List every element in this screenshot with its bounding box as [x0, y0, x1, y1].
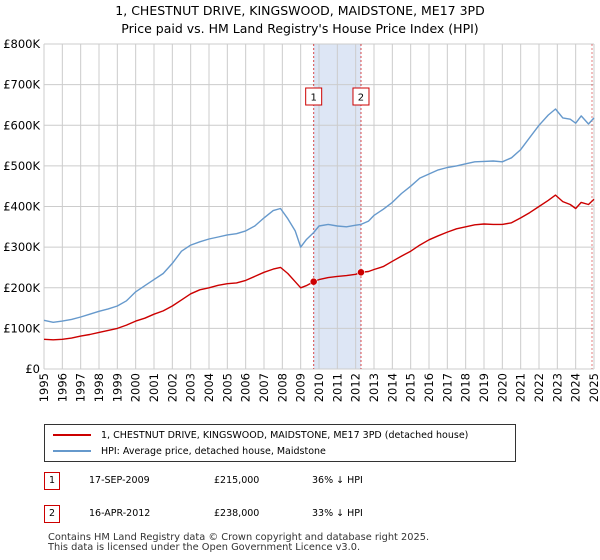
transaction-label-text: 2: [358, 93, 364, 104]
x-tick-label: 2013: [367, 373, 381, 402]
x-tick-label: 2000: [129, 373, 143, 402]
legend-swatch-red: [53, 434, 91, 436]
legend-label-property: 1, CHESTNUT DRIVE, KINGSWOOD, MAIDSTONE,…: [101, 429, 469, 441]
y-tick-label: £700K: [3, 78, 40, 92]
series-line-property: [43, 194, 595, 341]
transaction-id-badge: 2: [44, 505, 60, 523]
x-tick-label: 2019: [477, 373, 491, 402]
x-tick-label: 2015: [404, 373, 418, 402]
footer-copyright: Contains HM Land Registry data © Crown c…: [48, 532, 430, 543]
legend-label-hpi: HPI: Average price, detached house, Maid…: [101, 445, 326, 457]
x-tick-label: 2002: [165, 373, 179, 402]
transaction-hpi-diff: 36% ↓ HPI: [312, 475, 363, 486]
y-tick-label: £300K: [3, 240, 40, 254]
transaction-price: £238,000: [214, 508, 260, 519]
x-tick-label: 2009: [294, 373, 308, 402]
series-line-hpi: [43, 108, 595, 323]
transaction-markers: [309, 268, 365, 286]
chart-title-line2: Price paid vs. HM Land Registry's House …: [121, 21, 479, 36]
x-tick-label: 2012: [349, 373, 363, 402]
x-tick-label: 1995: [37, 373, 51, 402]
x-tick-label: 2007: [257, 373, 271, 402]
chart-title-line1: 1, CHESTNUT DRIVE, KINGSWOOD, MAIDSTONE,…: [115, 3, 485, 18]
legend-item-property: 1, CHESTNUT DRIVE, KINGSWOOD, MAIDSTONE,…: [53, 428, 468, 442]
x-tick-label: 2020: [495, 373, 509, 402]
x-tick-label: 2018: [459, 373, 473, 402]
x-tick-label: 2024: [569, 373, 583, 402]
x-tick-label: 2001: [147, 373, 161, 402]
y-tick-label: £600K: [3, 118, 40, 132]
y-tick-label: £800K: [3, 37, 40, 51]
table-row: 1 17-SEP-2009 £215,000 36% ↓ HPI: [44, 472, 544, 492]
table-row: 2 16-APR-2012 £238,000 33% ↓ HPI: [44, 505, 544, 525]
x-tick-label: 1999: [110, 373, 124, 402]
x-tick-label: 2022: [532, 373, 546, 402]
x-tick-label: 2006: [239, 373, 253, 402]
x-tick-label: 2005: [220, 373, 234, 402]
x-tick-label: 2011: [330, 373, 344, 402]
x-tick-label: 2023: [550, 373, 564, 402]
x-tick-label: 1998: [92, 373, 106, 402]
transaction-label-box: [352, 87, 370, 106]
transaction-label-box: [305, 87, 323, 106]
x-tick-label: 2010: [312, 373, 326, 402]
footer-licence: This data is licensed under the Open Gov…: [48, 542, 361, 553]
transaction-date: 17-SEP-2009: [89, 475, 150, 486]
transaction-date: 16-APR-2012: [89, 508, 151, 519]
x-tick-label: 2016: [422, 373, 436, 402]
legend-swatch-blue: [53, 450, 91, 452]
transaction-point: [357, 268, 365, 277]
y-axis-ticks: £0 £100K £200K £300K £400K £500K £600K £700K £80…: [3, 37, 40, 376]
x-tick-label: 2003: [184, 373, 198, 402]
x-tick-label: 2008: [275, 373, 289, 402]
transaction-hpi-diff: 33% ↓ HPI: [312, 508, 363, 519]
y-tick-label: £100K: [3, 321, 40, 335]
transaction-id-badge: 1: [44, 472, 60, 490]
gridlines: [43, 43, 595, 370]
x-tick-label: 2014: [385, 373, 399, 402]
legend: 1, CHESTNUT DRIVE, KINGSWOOD, MAIDSTONE,…: [44, 424, 516, 462]
transaction-label-text: 1: [310, 93, 316, 104]
transaction-point: [309, 277, 318, 286]
legend-item-hpi: HPI: Average price, detached house, Maid…: [53, 444, 326, 458]
y-tick-label: £400K: [3, 200, 40, 214]
chart-title: 1, CHESTNUT DRIVE, KINGSWOOD, MAIDSTONE,…: [0, 2, 600, 38]
transaction-price: £215,000: [214, 475, 260, 486]
x-tick-label: 1997: [74, 373, 88, 402]
y-tick-label: £500K: [3, 159, 40, 173]
series-lines: [43, 108, 595, 341]
y-tick-label: £0: [25, 362, 40, 376]
x-tick-label: 2017: [440, 373, 454, 402]
footer: Contains HM Land Registry data © Crown c…: [48, 533, 429, 553]
x-tick-label: 2021: [514, 373, 528, 402]
x-tick-label: 1996: [55, 373, 69, 402]
y-tick-label: £200K: [3, 281, 40, 295]
x-axis-ticks: 1995 1996 1997 1998 1999 2000 2001 2002 2003 2004…: [37, 373, 600, 402]
x-tick-label: 2025: [587, 373, 600, 402]
x-tick-label: 2004: [202, 373, 216, 402]
